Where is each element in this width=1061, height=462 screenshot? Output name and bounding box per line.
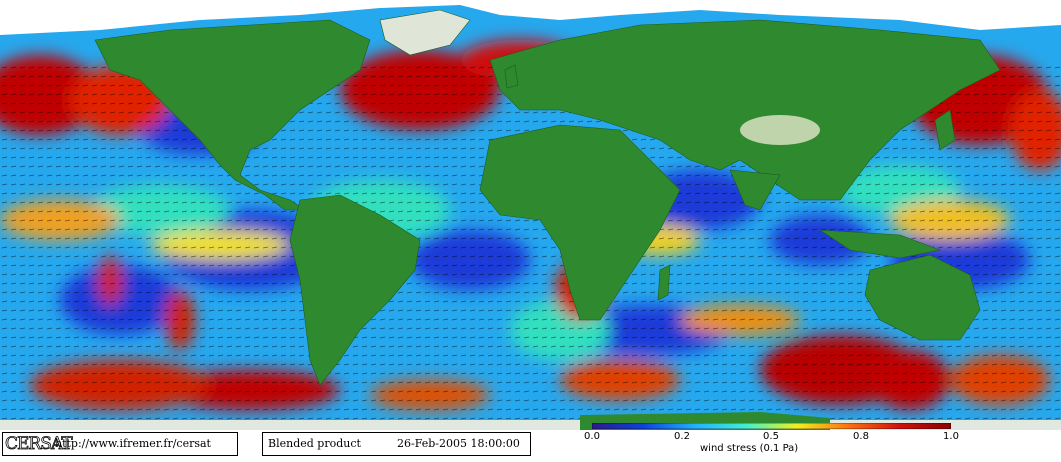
datetime-label: 26-Feb-2005 18:00:00 — [397, 437, 520, 450]
indonesia — [818, 229, 942, 259]
british-isles — [504, 64, 519, 89]
colorbar-tick: 0.8 — [853, 431, 869, 442]
colorbar-tick: 0.0 — [584, 431, 600, 442]
madagascar — [657, 264, 671, 301]
africa — [479, 124, 681, 321]
product-box: Blended product 26-Feb-2005 18:00:00 — [262, 432, 531, 456]
arctic-ice — [0, 0, 1061, 35]
australia — [864, 254, 981, 341]
product-label: Blended product — [268, 437, 361, 450]
india — [729, 169, 781, 211]
land — [94, 9, 1001, 386]
colorbar-ticks: 0.0 0.2 0.5 0.8 1.0 — [584, 431, 959, 443]
colorbar-tick: 0.5 — [763, 431, 779, 442]
colorbar-tick: 1.0 — [943, 431, 959, 442]
footer: CERSAT http://www.ifremer.fr/cersat Blen… — [0, 430, 1061, 462]
japan — [934, 109, 956, 151]
colorbar-title: wind stress (0.1 Pa) — [700, 443, 799, 454]
tibet-plateau — [740, 115, 820, 145]
south-america — [289, 194, 421, 386]
cersat-logo: CERSAT — [5, 434, 73, 455]
cersat-link[interactable]: http://www.ifremer.fr/cersat — [55, 437, 211, 450]
colorbar-tick: 0.2 — [674, 431, 690, 442]
greenland — [379, 9, 471, 56]
credits-box: CERSAT http://www.ifremer.fr/cersat — [2, 432, 238, 456]
colorbar — [592, 423, 951, 429]
north-america — [94, 19, 371, 211]
wind-stress-map — [0, 0, 1061, 430]
eurasia — [489, 19, 1001, 201]
